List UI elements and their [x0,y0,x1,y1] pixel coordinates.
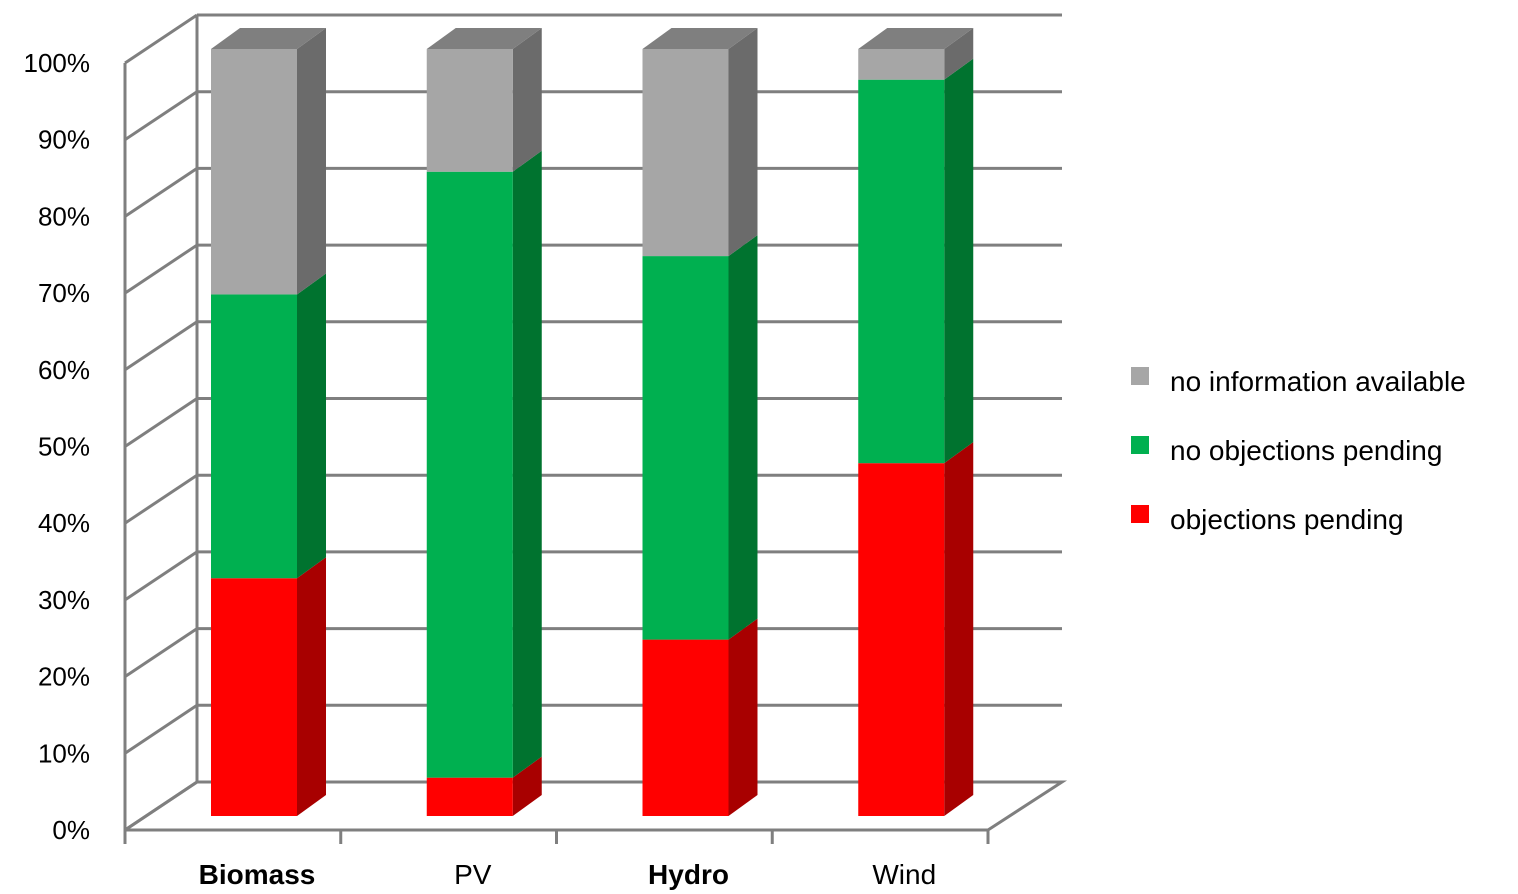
bar-side [728,618,758,816]
bar-segment [426,171,513,778]
x-tick-label: Hydro [648,859,729,890]
gridline-side [124,397,198,448]
bar-side [944,28,974,80]
legend-entry: no information available [1170,366,1466,397]
bar-segment [211,49,297,295]
legend-entry: no objections pending [1170,435,1442,466]
bar-segment [858,463,945,816]
bar-segment [642,639,729,816]
bar-segment [858,79,945,464]
bar-segment [642,256,729,640]
bar-side [944,442,974,816]
bar-side [512,28,542,172]
bar-segment [426,777,513,816]
legend-swatch [1131,505,1149,523]
bar-side [944,58,974,464]
gridline-side [124,627,198,678]
floor-outline [124,780,1068,832]
bar-segment [426,49,513,172]
y-tick-label: 80% [38,201,90,231]
bar-top [211,28,326,49]
legend-entry: objections pending [1170,504,1404,535]
y-tick-label: 50% [38,432,90,462]
bar-segment [858,49,945,80]
bar-side [512,150,542,778]
gridline-side [124,167,198,218]
bar-side [728,235,758,640]
bars [211,28,974,816]
x-axis-labels: Biomass PV Hydro Wind [199,859,937,890]
legend: no information available no objections pe… [1131,366,1466,535]
x-tick-label: Biomass [199,859,316,890]
y-tick-label: 90% [38,125,90,155]
bar-top [426,28,542,49]
bar-side [728,28,758,257]
y-tick-label: 60% [38,355,90,385]
legend-swatch [1131,436,1149,454]
bar-segment [211,578,297,816]
gridline-side [124,550,198,602]
y-tick-label: 0% [52,815,90,845]
bar-top [858,28,974,49]
y-tick-label: 40% [38,508,90,538]
gridline-side [124,90,198,141]
y-tick-label: 70% [38,278,90,308]
bar-segment [642,49,729,257]
bar-side [297,557,326,816]
gridline-side [124,13,198,65]
gridline-side [124,243,198,295]
x-tick-label: Wind [872,859,936,890]
gridline-side [124,473,198,525]
bar-side [297,273,326,579]
gridline-side [124,704,198,755]
x-tick-label: PV [454,859,492,890]
bar-top [642,28,758,49]
y-tick-label: 10% [38,738,90,768]
bar-segment [211,294,297,579]
y-tick-label: 20% [38,662,90,692]
legend-swatch [1131,367,1149,385]
bar-side [297,28,326,295]
gridline-side [124,320,198,372]
y-tick-label: 30% [38,585,90,615]
bar-side [512,756,542,816]
y-tick-label: 100% [24,48,91,78]
y-axis-ticks: 0% 10% 20% 30% 40% 50% 60% 70% 80% 90% 100% [24,48,91,845]
